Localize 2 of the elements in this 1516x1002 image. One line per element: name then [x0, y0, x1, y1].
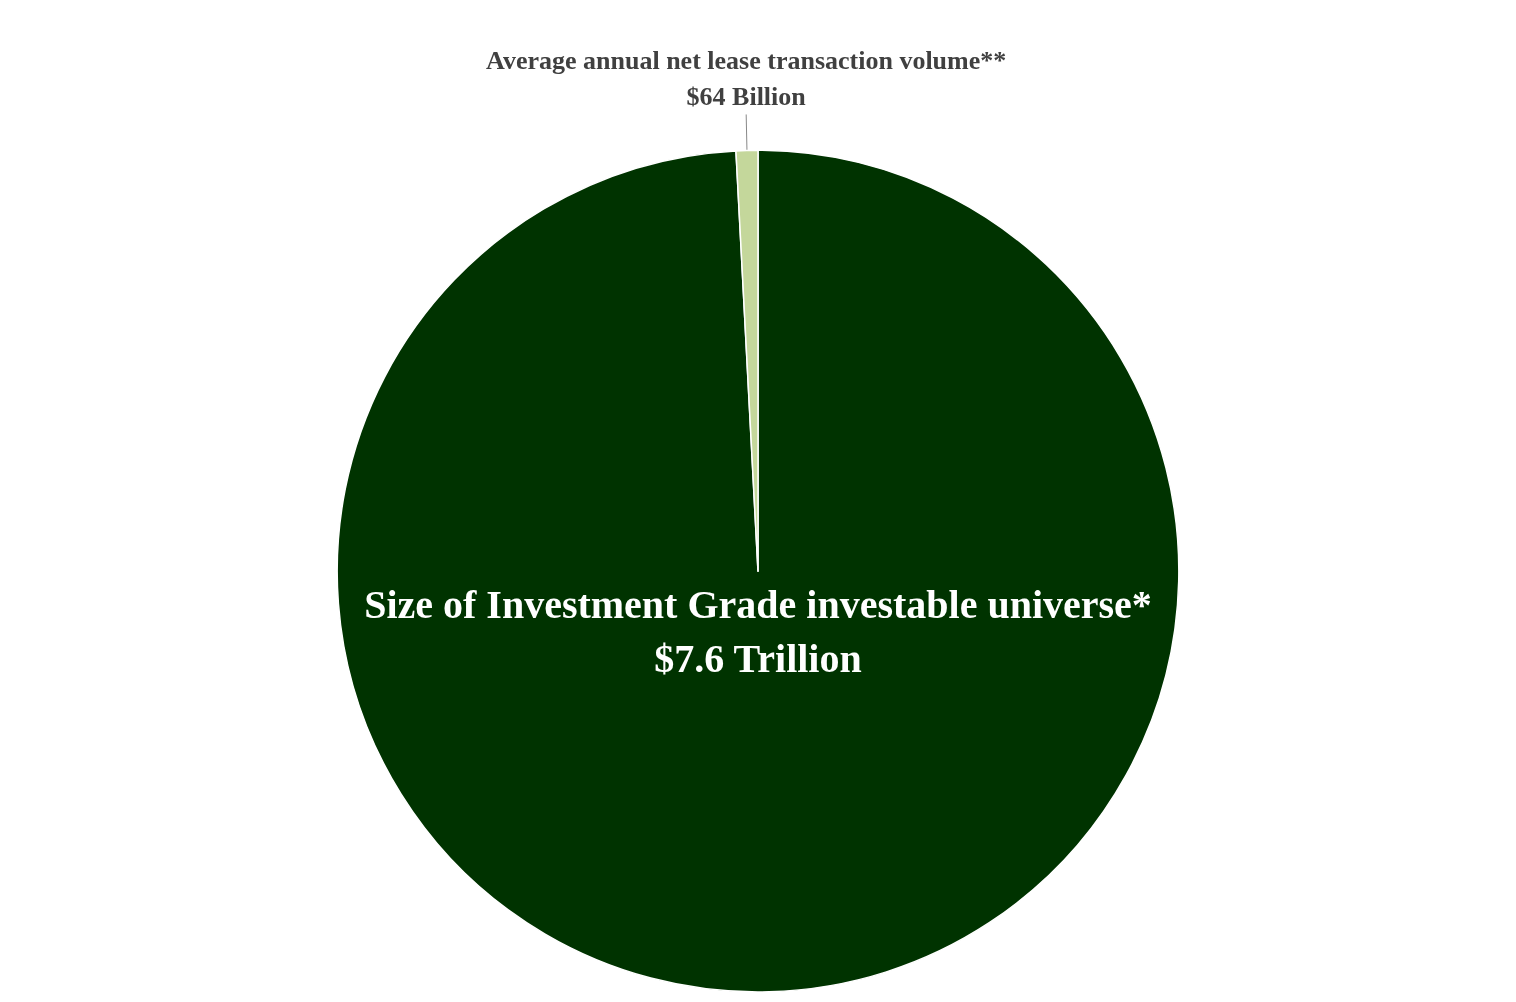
slice-label: Average annual net lease transaction volume** $64 Billion [486, 45, 1007, 111]
slice-label: Size of Investment Grade investable universe* $7.6 Trillion [364, 581, 1152, 681]
